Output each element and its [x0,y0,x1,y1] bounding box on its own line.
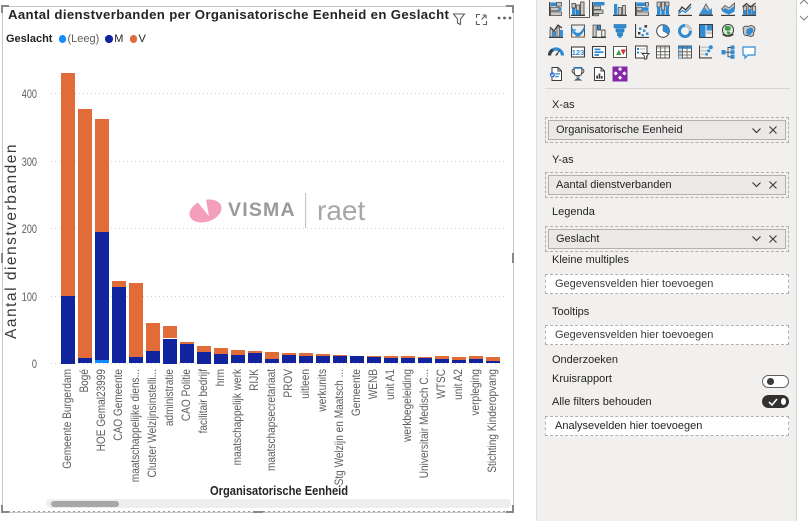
svg-text:123: 123 [571,48,584,57]
svg-text:raet: raet [317,195,365,226]
svg-text:VISMA: VISMA [228,199,296,221]
